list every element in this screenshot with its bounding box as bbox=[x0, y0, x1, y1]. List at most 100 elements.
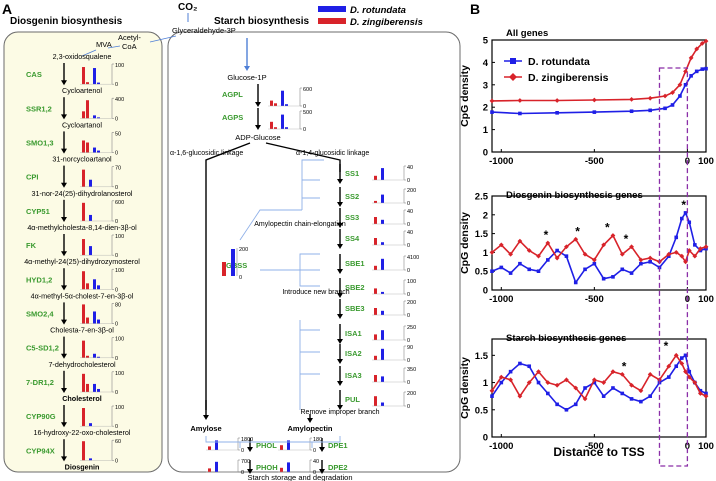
chart-2-point-rot bbox=[683, 353, 688, 358]
adpglucose-label: ADP-Glucose bbox=[235, 133, 280, 142]
diosgenin-minichart-9-blue-bar bbox=[93, 383, 96, 392]
diosgenin-minichart-2: 50 0 bbox=[80, 131, 121, 157]
tss-highlight-box bbox=[658, 67, 689, 467]
minichart-agps: 500 0 bbox=[268, 110, 312, 133]
chart-1-point-zin bbox=[545, 240, 551, 246]
minichart-sbe2-blue-bar bbox=[381, 291, 384, 294]
minichart-ss2-zero-label: 0 bbox=[407, 201, 410, 207]
minichart-isa3-blue-bar bbox=[381, 376, 384, 382]
diosgenin-minichart-0: 100 0 bbox=[80, 63, 124, 88]
diosgenin-minichart-8-red-bar bbox=[82, 340, 85, 358]
minichart-sbe1: 4100 0 bbox=[372, 255, 419, 274]
chart-0-series-1 bbox=[491, 40, 707, 102]
legend-b-zin: D. zingiberensis bbox=[528, 72, 609, 84]
chart-1-point-zin bbox=[582, 251, 588, 257]
legend-b-rot: D. rotundata bbox=[528, 56, 590, 68]
chart-1-point-rot bbox=[546, 258, 550, 262]
chart-1-point-rot bbox=[527, 267, 532, 272]
minichart-isa2-zero-label: 0 bbox=[407, 358, 410, 364]
legend-b-marker-rot bbox=[510, 58, 516, 64]
chart-2-point-rot bbox=[639, 399, 643, 404]
chart-0-frame bbox=[491, 39, 707, 153]
enzyme-7: SMO2,4 bbox=[26, 310, 54, 319]
enzyme-8: C5-SD1,2 bbox=[26, 344, 59, 353]
chart-2-ytick-label: 0.5 bbox=[475, 405, 489, 416]
chart-1-point-zin bbox=[666, 251, 672, 257]
gbss-max: 200 bbox=[239, 247, 248, 253]
minichart-agpl-zero-label: 0 bbox=[303, 104, 306, 110]
minichart-agpl-blue-bar bbox=[281, 90, 284, 106]
starch-arrow-0 bbox=[337, 164, 343, 184]
chart-2-point-zin bbox=[686, 374, 692, 380]
metabolite-0: 2,3-oxidosqualene bbox=[53, 52, 112, 61]
minichart-isa1-max-label: 250 bbox=[407, 325, 416, 331]
diosgenin-minichart-8-max-label: 100 bbox=[115, 337, 124, 343]
diosgenin-arrow-5 bbox=[61, 234, 67, 257]
chart-1-point-zin bbox=[536, 253, 541, 259]
chart-1-point-zin bbox=[601, 242, 607, 248]
minichart-isa2-red-bar bbox=[374, 355, 377, 360]
chart-0-point-rot bbox=[629, 109, 634, 114]
isa-bracket bbox=[299, 320, 320, 410]
diosgenin-arrow-8 bbox=[61, 336, 67, 359]
diosgenin-arrow-6-head bbox=[61, 285, 67, 291]
diosgenin-minichart-6-max-label: 100 bbox=[115, 268, 124, 274]
legend-a-rot: D. rotundata bbox=[350, 5, 406, 16]
starch-arrow-4-head bbox=[337, 269, 343, 274]
diosgenin-arrow-10-head bbox=[61, 422, 67, 428]
amylopectin-chain-label: Amylopectin chain-elongation bbox=[254, 221, 346, 228]
minichart-sbe3-blue-bar bbox=[381, 310, 384, 315]
chart-0-point-zin bbox=[662, 93, 668, 99]
diosgenin-arrow-2-head bbox=[61, 148, 67, 154]
diosgenin-minichart-1-blue-bar bbox=[93, 115, 96, 119]
diosgenin-arrow-1-head bbox=[61, 114, 67, 120]
chart-2-point-rot bbox=[573, 402, 578, 407]
diosgenin-minichart-3-max-label: 70 bbox=[115, 166, 121, 172]
metabolite-12: Diosgenin bbox=[65, 462, 100, 471]
minichart-agpl-red-bar bbox=[270, 100, 273, 106]
minichart-ss3: 40 0 bbox=[372, 209, 413, 228]
to-amylopectin-arrow bbox=[307, 414, 313, 423]
chart-2-point-zin bbox=[629, 382, 634, 388]
storage-label: Starch storage and degradation bbox=[247, 473, 352, 481]
chart-0-point-zin bbox=[489, 98, 495, 104]
enzyme-ss2: SS2 bbox=[345, 192, 359, 201]
chart-0-ytick-label: 3 bbox=[483, 80, 488, 91]
diosgenin-minichart-9-blue-bar bbox=[97, 388, 100, 392]
chart-0-point-rot bbox=[663, 106, 667, 111]
chart-2-point-rot bbox=[555, 402, 559, 407]
chart-2-point-zin bbox=[573, 385, 579, 391]
minichart-ss2-red-bar bbox=[374, 200, 377, 203]
starch-arrow-10-head bbox=[337, 405, 343, 410]
diosgenin-minichart-5-blue-bar bbox=[89, 246, 92, 256]
panel-a-letter: A bbox=[2, 1, 12, 17]
chart-1-point-rot bbox=[639, 261, 643, 266]
chart-1-point-rot bbox=[573, 280, 578, 285]
diosgenin-arrow-11 bbox=[61, 439, 67, 462]
legend-a-zin: D. zingiberensis bbox=[350, 17, 423, 28]
chart-1-point-rot bbox=[601, 276, 606, 281]
chart-2-point-rot bbox=[666, 375, 671, 379]
diosgenin-minichart-5: 100 0 bbox=[80, 234, 124, 259]
minichart-isa3-red-bar bbox=[374, 375, 377, 382]
diosgenin-minichart-2-red-bar bbox=[86, 142, 89, 153]
diosgenin-arrow-3-head bbox=[61, 182, 67, 188]
g3p-to-g1p-arrow bbox=[244, 38, 250, 71]
chart-2-ylabel: CpG density bbox=[459, 357, 471, 419]
enzyme-3: CPI bbox=[26, 173, 39, 182]
enzyme-0: CAS bbox=[26, 70, 42, 79]
chart-2-xtick-label: -1000 bbox=[489, 441, 513, 452]
diosgenin-minichart-6-blue-bar bbox=[97, 285, 100, 290]
starch-arrow-2 bbox=[337, 208, 343, 228]
diosgenin-minichart-10: 100 0 bbox=[80, 405, 124, 430]
minichart-dpe2-red-bar bbox=[280, 467, 283, 472]
diosgenin-minichart-3: 70 0 bbox=[80, 166, 121, 191]
chart-2-point-zin bbox=[673, 352, 679, 358]
chart-1-point-rot bbox=[648, 260, 652, 264]
chart-1-ytick-label: 0.5 bbox=[475, 267, 489, 278]
diosgenin-minichart-11-max-label: 60 bbox=[115, 439, 121, 445]
chart-1-point-zin bbox=[647, 255, 653, 261]
chart-1-ytick-label: 1 bbox=[483, 248, 489, 259]
